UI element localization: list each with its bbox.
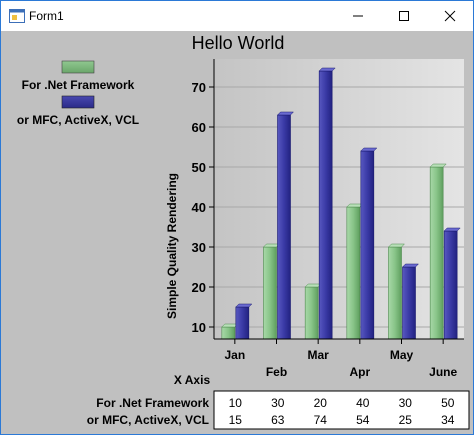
data-table-row-label-0: For .Net Framework (96, 396, 209, 410)
x-tick-label: Feb (266, 365, 287, 379)
bar-top (276, 111, 295, 116)
data-table (213, 390, 470, 430)
x-tick-label: Apr (349, 365, 370, 379)
title-bar[interactable]: Form1 (1, 1, 473, 31)
app-window-icon (9, 9, 25, 23)
x-axis-label: X Axis (174, 373, 211, 387)
bar-net-framework-june (429, 166, 444, 340)
y-tick-label: 20 (192, 280, 206, 295)
y-tick-label: 10 (192, 320, 206, 335)
bar-mfc-activex-vcl-may (402, 266, 416, 340)
bar-top (360, 147, 378, 152)
close-icon (444, 10, 456, 22)
gridlines (214, 86, 464, 328)
window-title: Form1 (29, 9, 64, 23)
close-button[interactable] (427, 1, 473, 31)
x-tick-label: Jan (224, 348, 245, 362)
x-tick-label: June (429, 365, 457, 379)
data-table-cell: 40 (356, 396, 370, 410)
y-tick-label: 30 (192, 240, 206, 255)
data-table-cell: 34 (441, 413, 455, 427)
bar-net-framework-may (388, 246, 402, 340)
bar-top (318, 67, 336, 72)
x-tick-label: Mar (307, 348, 329, 362)
data-table-cell: 15 (229, 413, 243, 427)
legend-label-series-0: For .Net Framework (22, 78, 135, 92)
maximize-icon (399, 11, 409, 21)
x-tick-label: May (390, 348, 414, 362)
bar-chart: Hello World For .Net Framework or MFC, A… (17, 33, 470, 430)
y-axis-label: Simple Quality Rendering (165, 173, 179, 319)
maximize-button[interactable] (381, 1, 427, 31)
bar-top (346, 203, 364, 208)
bar-mfc-activex-vcl-apr (360, 150, 375, 340)
bar-net-framework-jan (221, 326, 236, 340)
plot-background (214, 59, 464, 339)
legend-label-series-1: or MFC, ActiveX, VCL (17, 113, 139, 127)
data-table-cell: 63 (271, 413, 285, 427)
y-tick-label: 50 (192, 160, 206, 175)
bar-top (235, 303, 253, 308)
bar-net-framework-feb (263, 246, 277, 340)
bar-net-framework-apr (346, 206, 361, 340)
data-table-cell: 20 (314, 396, 328, 410)
data-table-cell: 54 (356, 413, 370, 427)
y-axis: 10 20 30 40 50 60 70 (192, 59, 215, 339)
data-table-cell: 30 (399, 396, 413, 410)
x-axis: Jan Feb Mar Apr May June (214, 338, 464, 379)
bar-mfc-activex-vcl-june (443, 230, 458, 340)
y-tick-label: 40 (192, 200, 206, 215)
data-table-cell: 10 (229, 396, 243, 410)
minimize-icon (353, 15, 363, 17)
data-table-cells: 10 30 20 40 30 50 15 63 74 54 25 34 (229, 396, 455, 427)
bars (221, 67, 461, 340)
data-table-cell: 25 (399, 413, 413, 427)
legend-swatch-series-1 (61, 95, 95, 109)
data-table-cell: 30 (271, 396, 285, 410)
y-tick-label: 60 (192, 120, 206, 135)
chart-title: Hello World (192, 33, 285, 53)
bar-top (221, 323, 239, 328)
legend-swatch-series-0 (61, 60, 95, 74)
data-table-row-label-1: or MFC, ActiveX, VCL (87, 413, 209, 427)
bar-top (304, 283, 322, 288)
y-tick-label: 70 (192, 80, 206, 95)
chart-area: Hello World For .Net Framework or MFC, A… (1, 31, 473, 434)
bar-top (387, 243, 406, 248)
bar-top (401, 263, 420, 268)
bar-mfc-activex-vcl-mar (318, 70, 333, 340)
data-table-cell: 74 (314, 413, 328, 427)
bar-mfc-activex-vcl-feb (277, 114, 291, 340)
bar-top (443, 227, 461, 232)
minimize-button[interactable] (335, 1, 381, 31)
bar-mfc-activex-vcl-jan (235, 306, 250, 340)
bar-top (262, 243, 281, 248)
bar-top (429, 163, 447, 168)
bar-net-framework-mar (304, 286, 319, 340)
data-table-cell: 50 (441, 396, 455, 410)
